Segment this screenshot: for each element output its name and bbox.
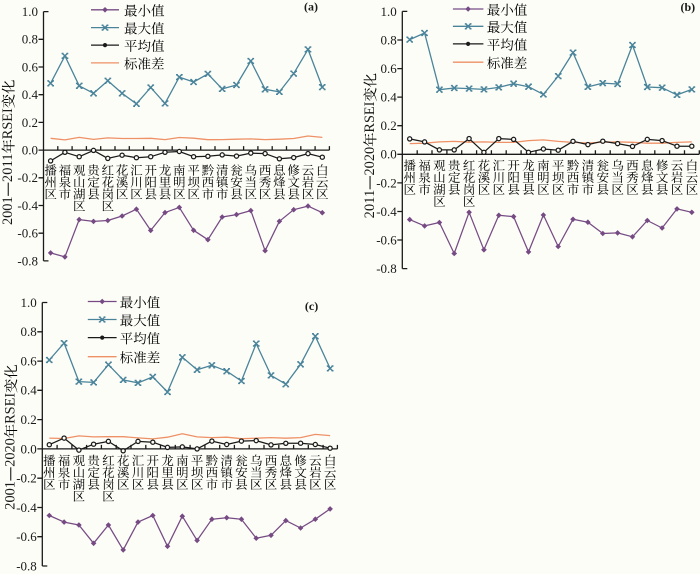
svg-text:-0.8: -0.8 <box>17 253 38 268</box>
svg-text:0.2: 0.2 <box>21 412 37 427</box>
svg-text:0.0: 0.0 <box>381 147 397 162</box>
svg-text:0.2: 0.2 <box>381 118 397 133</box>
svg-text:1.0: 1.0 <box>21 295 37 310</box>
svg-text:-0.6: -0.6 <box>16 529 37 544</box>
svg-text:(c): (c) <box>305 299 318 313</box>
svg-text:0.8: 0.8 <box>21 324 37 339</box>
svg-text:0.8: 0.8 <box>22 32 38 47</box>
svg-text:(b): (b) <box>680 0 695 14</box>
svg-text:0.6: 0.6 <box>381 61 398 76</box>
svg-text:-0.4: -0.4 <box>16 500 37 515</box>
svg-text:0.4: 0.4 <box>381 90 398 105</box>
svg-text:-0.2: -0.2 <box>17 170 38 185</box>
svg-text:1.0: 1.0 <box>22 4 38 19</box>
svg-text:-0.4: -0.4 <box>376 204 397 219</box>
svg-text:0.8: 0.8 <box>381 32 397 47</box>
svg-text:-0.8: -0.8 <box>376 261 397 276</box>
svg-text:2011: 2011 <box>0 153 16 182</box>
svg-text:0.6: 0.6 <box>22 59 39 74</box>
svg-text:0.0: 0.0 <box>21 441 37 456</box>
svg-text:0.6: 0.6 <box>21 354 38 369</box>
svg-text:-0.8: -0.8 <box>16 558 37 573</box>
svg-text:2001: 2001 <box>3 481 19 510</box>
svg-text:RSEI: RSEI <box>362 101 378 132</box>
svg-text:-0.4: -0.4 <box>17 198 38 213</box>
svg-text:2020: 2020 <box>3 438 19 467</box>
svg-text:RSEI: RSEI <box>0 108 16 139</box>
svg-text:0.0: 0.0 <box>22 143 38 158</box>
svg-text:1.0: 1.0 <box>381 4 397 19</box>
svg-text:-0.2: -0.2 <box>16 471 37 486</box>
svg-text:0.2: 0.2 <box>22 115 38 130</box>
svg-text:0.4: 0.4 <box>22 87 39 102</box>
svg-text:-0.2: -0.2 <box>376 175 397 190</box>
svg-text:2001: 2001 <box>0 196 16 225</box>
svg-text:(a): (a) <box>304 0 318 14</box>
svg-text:0.4: 0.4 <box>21 383 38 398</box>
svg-text:-0.6: -0.6 <box>17 226 38 241</box>
svg-text:RSEI: RSEI <box>3 393 19 424</box>
svg-text:2020: 2020 <box>362 147 378 176</box>
svg-text:-0.6: -0.6 <box>376 232 397 247</box>
svg-text:2011: 2011 <box>362 190 378 219</box>
